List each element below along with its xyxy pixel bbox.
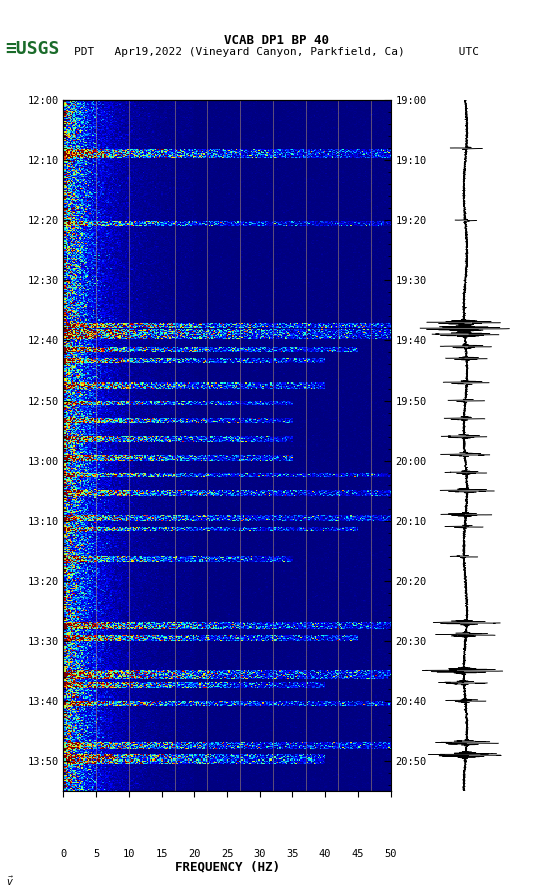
Text: VCAB DP1 BP 40: VCAB DP1 BP 40 xyxy=(224,34,328,47)
Text: $\vec{v}$: $\vec{v}$ xyxy=(6,874,13,888)
Text: PDT   Apr19,2022 (Vineyard Canyon, Parkfield, Ca)        UTC: PDT Apr19,2022 (Vineyard Canyon, Parkfie… xyxy=(73,47,479,57)
Text: ≡USGS: ≡USGS xyxy=(6,40,60,58)
X-axis label: FREQUENCY (HZ): FREQUENCY (HZ) xyxy=(174,860,279,873)
